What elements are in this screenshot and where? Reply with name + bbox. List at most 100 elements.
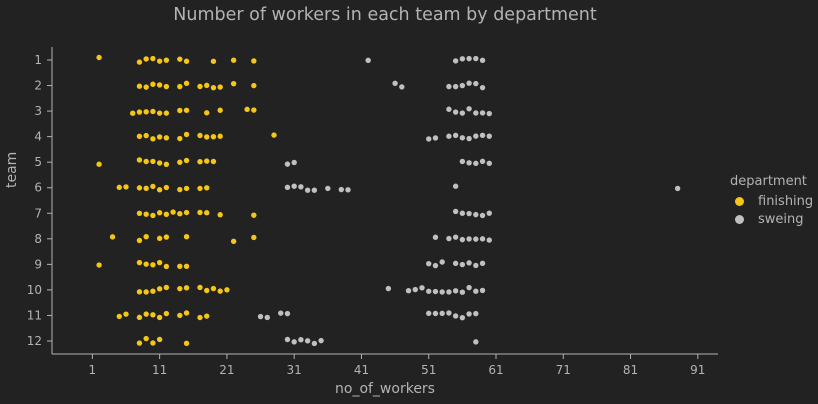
data-point-finishing [156, 134, 163, 140]
data-point-sweing [385, 285, 392, 292]
data-point-sweing [466, 210, 472, 217]
x-tick-label: 31 [287, 363, 302, 377]
data-point-sweing [459, 314, 466, 321]
data-point-sweing [291, 183, 297, 189]
data-point-finishing [210, 285, 217, 292]
data-point-finishing [177, 107, 183, 114]
data-point-finishing [156, 210, 163, 216]
data-point-finishing [183, 263, 190, 270]
y-tick-label: 3 [34, 104, 42, 118]
data-point-finishing [210, 133, 217, 140]
data-point-sweing [439, 289, 445, 295]
data-point-sweing [426, 288, 432, 294]
data-point-sweing [439, 259, 445, 265]
data-point-finishing [183, 107, 190, 113]
data-point-finishing [204, 82, 210, 89]
data-point-finishing [170, 209, 176, 215]
data-point-finishing [163, 263, 170, 270]
data-point-sweing [479, 132, 486, 139]
data-point-sweing [338, 186, 344, 193]
data-point-finishing [163, 83, 170, 90]
data-point-finishing [136, 314, 143, 321]
data-point-sweing [399, 84, 405, 90]
data-point-finishing [150, 262, 156, 268]
data-point-finishing [143, 109, 149, 115]
x-axis-label: no_of_workers [335, 381, 435, 397]
data-point-sweing [466, 236, 472, 242]
data-point-finishing [150, 312, 156, 318]
data-point-finishing [163, 310, 170, 317]
data-point-sweing [459, 289, 466, 295]
data-point-sweing [446, 133, 452, 139]
data-point-finishing [183, 157, 190, 164]
data-point-sweing [473, 133, 479, 139]
data-point-finishing [204, 158, 210, 164]
x-tick-label: 1 [89, 363, 97, 377]
data-point-finishing [150, 183, 156, 190]
data-point-sweing [466, 260, 472, 266]
y-tick-label: 10 [27, 283, 42, 297]
data-point-sweing [473, 110, 479, 116]
data-point-finishing [150, 136, 156, 142]
data-point-finishing [156, 259, 163, 266]
data-point-finishing [163, 161, 170, 168]
data-point-finishing [163, 234, 170, 240]
data-point-sweing [432, 234, 439, 240]
data-point-finishing [230, 80, 237, 87]
data-point-finishing [150, 108, 156, 115]
x-tick-label: 81 [623, 363, 638, 377]
data-point-finishing [143, 234, 149, 240]
data-point-sweing [284, 161, 291, 167]
data-point-sweing [392, 80, 398, 87]
data-point-sweing [466, 80, 472, 86]
data-point-finishing [150, 340, 156, 346]
data-point-finishing [177, 211, 183, 217]
data-point-sweing [466, 160, 472, 166]
y-tick-label: 8 [34, 232, 42, 246]
data-point-sweing [479, 57, 486, 64]
data-point-finishing [96, 262, 102, 268]
data-point-sweing [405, 288, 412, 294]
data-point-finishing [230, 57, 237, 63]
data-point-sweing [452, 288, 459, 294]
data-point-sweing [432, 310, 439, 317]
data-point-sweing [473, 160, 479, 167]
data-point-sweing [446, 310, 452, 316]
data-point-finishing [143, 158, 149, 165]
data-point-finishing [210, 84, 217, 91]
data-point-sweing [426, 260, 432, 267]
data-point-finishing [96, 161, 102, 167]
data-point-sweing [432, 288, 439, 295]
y-tick-label: 12 [27, 334, 42, 348]
data-point-finishing [143, 185, 149, 191]
data-point-sweing [479, 236, 486, 242]
data-point-sweing [459, 236, 466, 243]
data-point-finishing [143, 56, 149, 62]
data-point-sweing [452, 260, 459, 267]
data-point-finishing [183, 58, 190, 64]
data-point-sweing [452, 132, 459, 139]
x-tick-label: 71 [556, 363, 571, 377]
data-point-finishing [183, 209, 190, 216]
y-tick-label: 7 [34, 206, 42, 220]
data-point-sweing [459, 135, 466, 141]
data-point-sweing [466, 311, 472, 317]
data-point-finishing [123, 184, 129, 190]
data-point-finishing [156, 336, 163, 343]
legend-item-sweing: sweing [730, 210, 813, 228]
data-point-sweing [479, 212, 486, 219]
data-point-finishing [156, 286, 163, 292]
data-point-finishing [143, 311, 149, 317]
data-point-sweing [479, 287, 486, 294]
y-tick-label: 9 [34, 257, 42, 271]
data-point-finishing [136, 83, 143, 89]
x-tick-label: 11 [152, 363, 167, 377]
data-point-finishing [197, 314, 203, 321]
data-point-sweing [473, 80, 479, 87]
data-point-sweing [278, 310, 284, 316]
data-point-finishing [130, 110, 136, 116]
data-point-sweing [452, 208, 459, 215]
data-point-sweing [264, 314, 270, 321]
data-point-finishing [136, 237, 143, 244]
data-point-finishing [136, 185, 143, 191]
